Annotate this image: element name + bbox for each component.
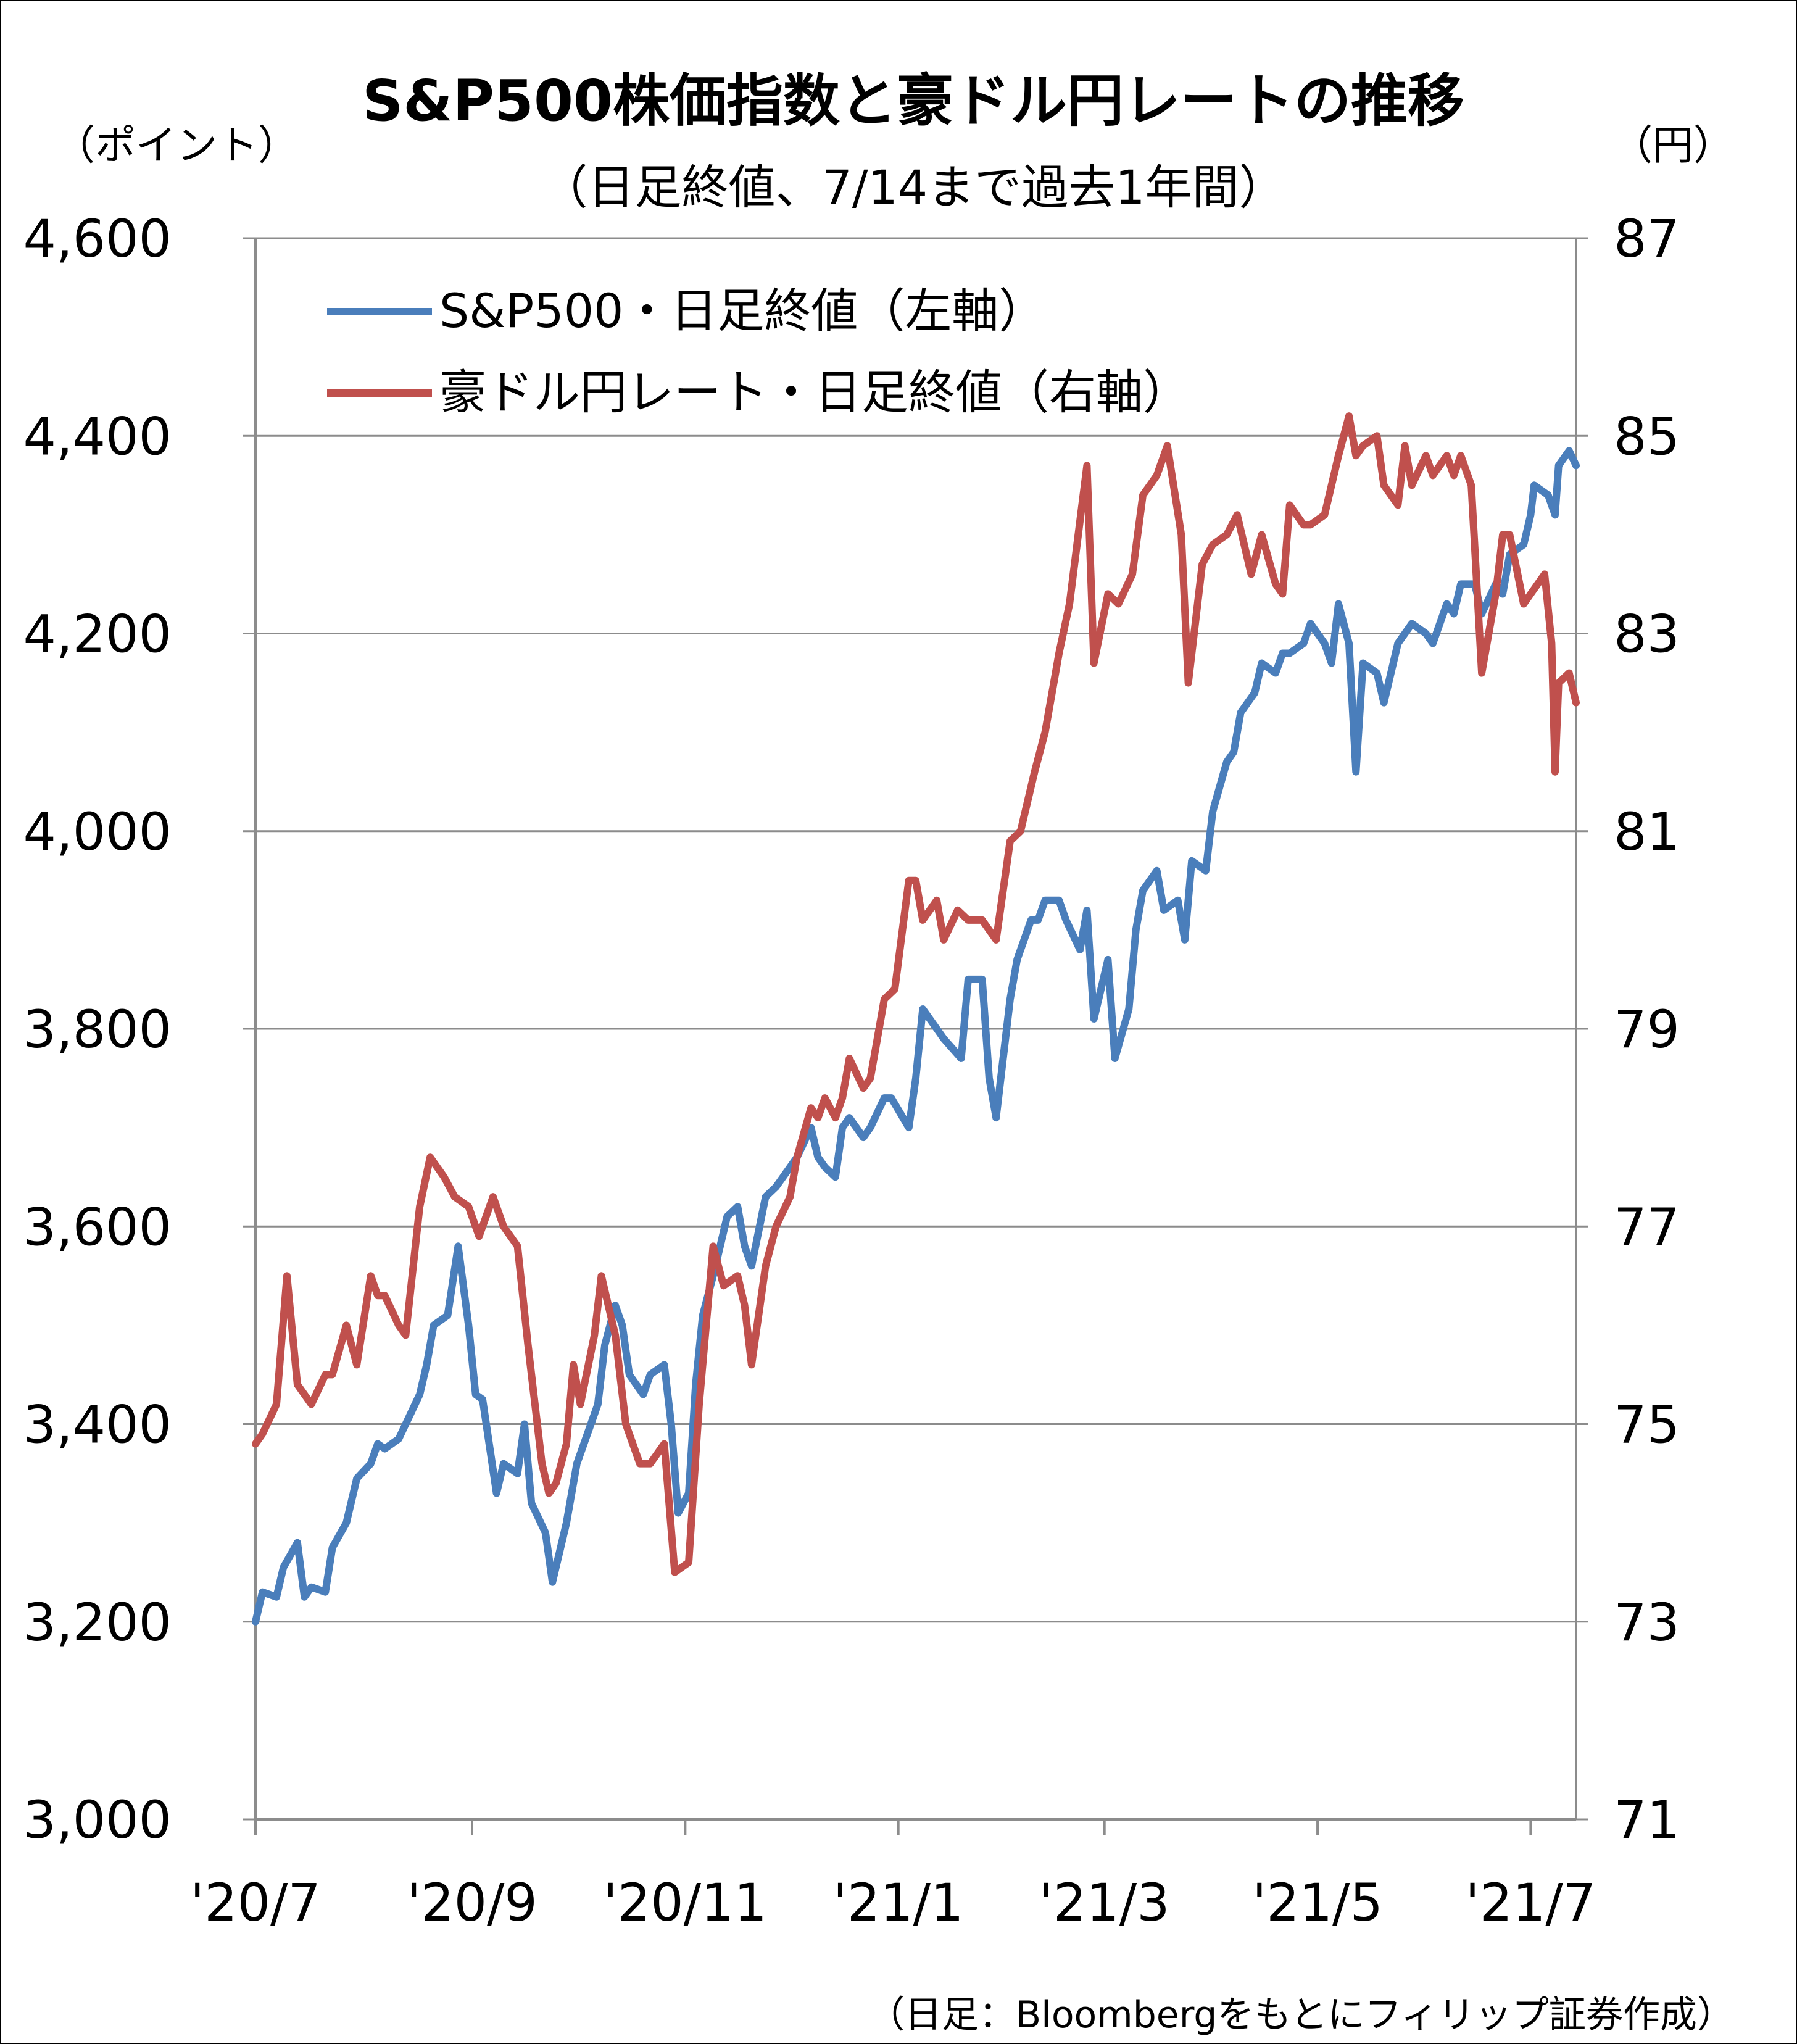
left-tick-label: 4,000 [23,802,172,862]
right-tick-label: 81 [1614,802,1680,862]
left-tick-label: 4,600 [23,209,172,269]
left-tick-label: 4,200 [23,604,172,665]
legend-label-audjpy: 豪ドル円レート・日足終値（右軸） [439,365,1190,420]
left-tick-label: 3,000 [23,1790,172,1850]
legend-label-sp500: S&P500・日足終値（左軸） [439,283,1045,338]
x-tick-label: '21/7 [1466,1872,1596,1933]
left-tick-label: 3,800 [23,999,172,1060]
right-tick-label: 77 [1614,1197,1680,1257]
series-line-sp500 [252,447,1580,1626]
left-tick-label: 3,200 [23,1592,172,1653]
right-tick-label: 83 [1614,604,1680,665]
x-tick-label: '21/3 [1039,1872,1170,1933]
series-line-audjpy [252,412,1580,1576]
right-tick-label: 71 [1614,1790,1680,1850]
left-tick-label: 3,400 [23,1395,172,1455]
right-axis-unit: （円） [1612,122,1734,169]
x-tick-label: '20/7 [190,1872,321,1933]
axes [243,237,1588,1835]
source-note: （日足：Bloombergをもとにフィリップ証券作成） [868,1993,1734,2037]
left-tick-label: 4,400 [23,406,172,467]
right-tick-label: 73 [1614,1592,1680,1653]
right-tick-label: 85 [1614,406,1680,467]
left-axis-unit: （ポイント） [54,122,299,169]
legend: S&P500・日足終値（左軸） 豪ドル円レート・日足終値（右軸） [327,283,1190,420]
x-tick-label: '21/1 [833,1872,964,1933]
right-tick-label: 75 [1614,1395,1680,1455]
chart-subtitle: （日足終値、7/14まで過去1年間） [541,160,1285,215]
right-tick-label: 87 [1614,209,1680,269]
x-tick-label: '20/11 [604,1872,767,1933]
series-lines [252,412,1580,1626]
x-tick-label: '21/5 [1252,1872,1383,1933]
tick-labels: 3,000 71 3,200 73 3,400 75 3,600 77 3,800 79 4,000… [23,209,1680,1933]
left-tick-label: 3,600 [23,1197,172,1257]
right-tick-label: 79 [1614,999,1680,1060]
x-tick-label: '20/9 [407,1872,537,1933]
chart-title: S&P500株価指数と豪ドル円レートの推移 [362,68,1464,134]
